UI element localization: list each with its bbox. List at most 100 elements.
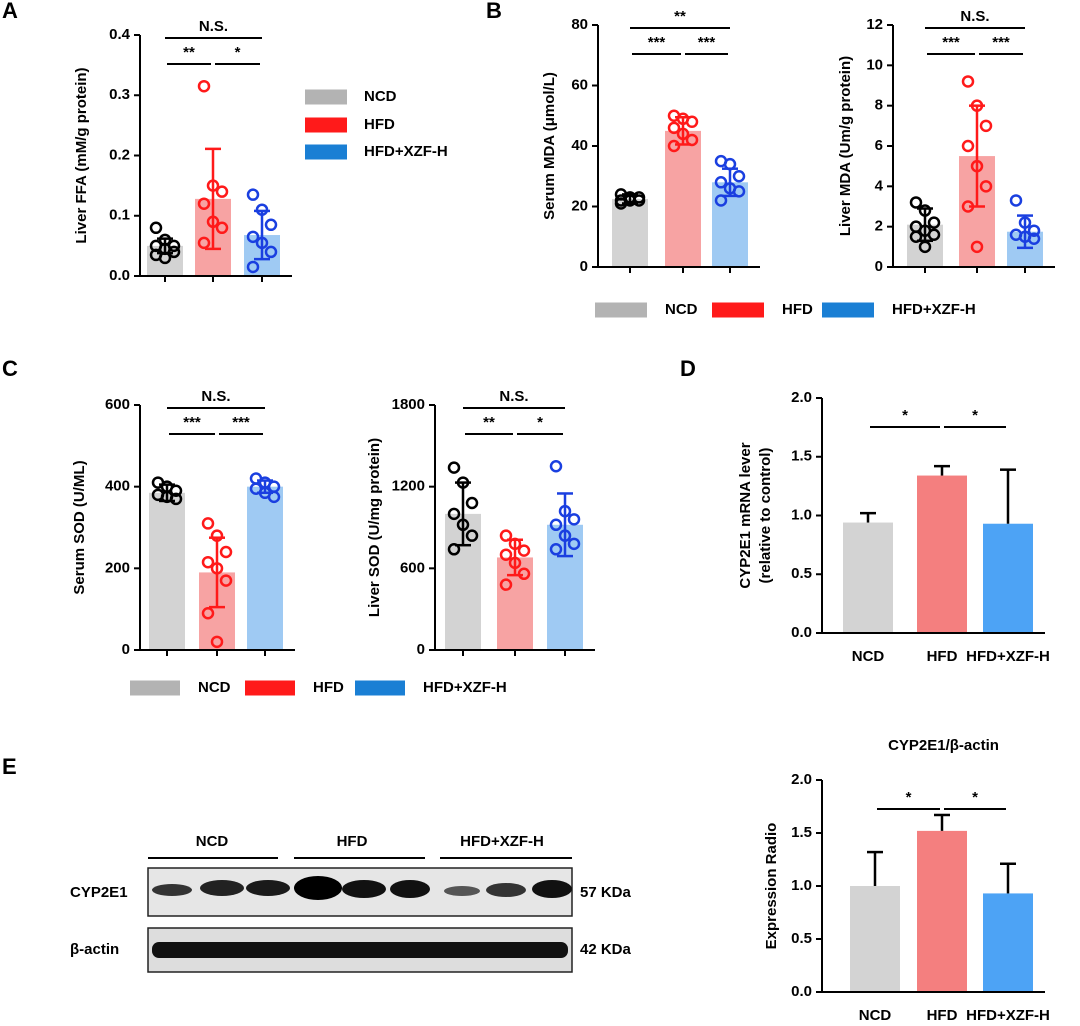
data-point	[667, 121, 681, 135]
x-tick-label: NCD	[852, 648, 885, 665]
significance-label: **	[183, 44, 195, 61]
data-point	[732, 170, 746, 183]
data-point	[219, 545, 233, 559]
data-point	[447, 507, 461, 521]
bar	[665, 130, 701, 267]
data-point	[210, 529, 224, 542]
data-point	[1027, 232, 1041, 246]
y-tick-label: 12	[866, 16, 883, 33]
significance-label: ***	[992, 34, 1010, 51]
chart-title: CYP2E1/β-actin	[888, 737, 999, 754]
data-point	[201, 517, 215, 530]
data-point	[246, 188, 260, 201]
y-tick-label: 6	[875, 137, 883, 154]
significance-label: ***	[942, 34, 960, 51]
data-point	[723, 157, 737, 171]
blot-group: HFD	[337, 833, 368, 850]
y-tick-label: 1.5	[791, 824, 812, 841]
y-axis-label: Liver MDA (Um/g protein)	[837, 56, 854, 236]
y-tick-label: 0	[417, 641, 425, 658]
error-bar	[934, 464, 950, 476]
data-point	[979, 180, 993, 193]
legend-label: HFD	[782, 301, 813, 318]
error-bar	[1000, 862, 1016, 894]
legend-label: NCD	[665, 301, 698, 318]
data-point	[456, 518, 470, 532]
band	[200, 880, 244, 896]
legend-swatch	[355, 680, 405, 696]
data-point	[549, 543, 563, 556]
data-point	[961, 200, 975, 213]
y-tick-label: 200	[105, 559, 130, 576]
legend-swatch	[595, 302, 647, 318]
data-point	[499, 578, 513, 591]
protein-label: CYP2E1	[70, 884, 128, 901]
protein-label: β-actin	[70, 941, 119, 958]
data-point	[1018, 216, 1032, 229]
data-point	[255, 203, 269, 216]
data-point	[676, 127, 690, 141]
data-point	[210, 562, 224, 575]
size-label: 42 KDa	[580, 941, 632, 958]
data-point	[909, 230, 923, 243]
data-point	[201, 607, 215, 620]
blot-group: NCD	[196, 833, 229, 850]
data-point	[201, 555, 215, 569]
bar	[247, 486, 283, 650]
data-point	[961, 139, 975, 153]
data-point	[685, 115, 699, 129]
legend-label: HFD+XZF-H	[892, 301, 976, 318]
band	[486, 883, 526, 897]
data-point	[918, 204, 932, 217]
legend-label: HFD	[364, 116, 395, 133]
y-tick-label: 0.1	[109, 207, 130, 224]
significance-label: **	[483, 414, 495, 431]
y-tick-label: 1.0	[791, 877, 812, 894]
y-axis-label: Serum SOD (U/ML)	[71, 460, 88, 594]
data-point	[714, 194, 728, 207]
data-point	[169, 492, 183, 506]
y-tick-label: 20	[571, 197, 588, 214]
legend-label: HFD+XZF-H	[364, 143, 448, 160]
panel-label: E	[2, 754, 17, 779]
error-bar	[934, 813, 950, 831]
bar	[917, 830, 967, 992]
data-point	[219, 574, 233, 587]
data-point	[167, 245, 181, 259]
y-tick-label: 1.0	[791, 506, 812, 523]
significance-label: *	[537, 414, 543, 431]
data-point	[499, 529, 513, 542]
error-bar	[1000, 468, 1016, 524]
panel-label: C	[2, 356, 18, 381]
data-point	[255, 236, 269, 250]
y-tick-label: 0.0	[791, 624, 812, 641]
panel-label: A	[2, 0, 18, 23]
data-point	[1009, 194, 1023, 207]
y-tick-label: 0	[580, 258, 588, 275]
data-point	[246, 260, 260, 274]
data-point	[979, 119, 993, 133]
x-tick-label: HFD+XZF-H	[966, 1007, 1050, 1021]
bar	[149, 492, 185, 650]
band	[152, 942, 568, 958]
data-point	[549, 518, 563, 532]
significance-label: *	[972, 789, 978, 806]
data-point	[264, 245, 278, 259]
data-point	[215, 221, 229, 235]
data-point	[567, 513, 581, 526]
error-bar	[205, 147, 221, 251]
y-tick-label: 2	[875, 218, 883, 235]
data-point	[267, 490, 281, 504]
legend-swatch	[712, 302, 764, 318]
y-tick-label: 0.5	[791, 565, 812, 582]
data-point	[732, 185, 746, 198]
data-point	[169, 484, 183, 497]
legend-swatch	[822, 302, 874, 318]
y-tick-label: 40	[571, 137, 588, 154]
y-tick-label: 0.0	[109, 267, 130, 284]
significance-label: ***	[648, 34, 666, 51]
data-point	[197, 197, 211, 210]
band	[294, 876, 342, 900]
y-tick-label: 0	[875, 258, 883, 275]
data-point	[149, 221, 163, 235]
